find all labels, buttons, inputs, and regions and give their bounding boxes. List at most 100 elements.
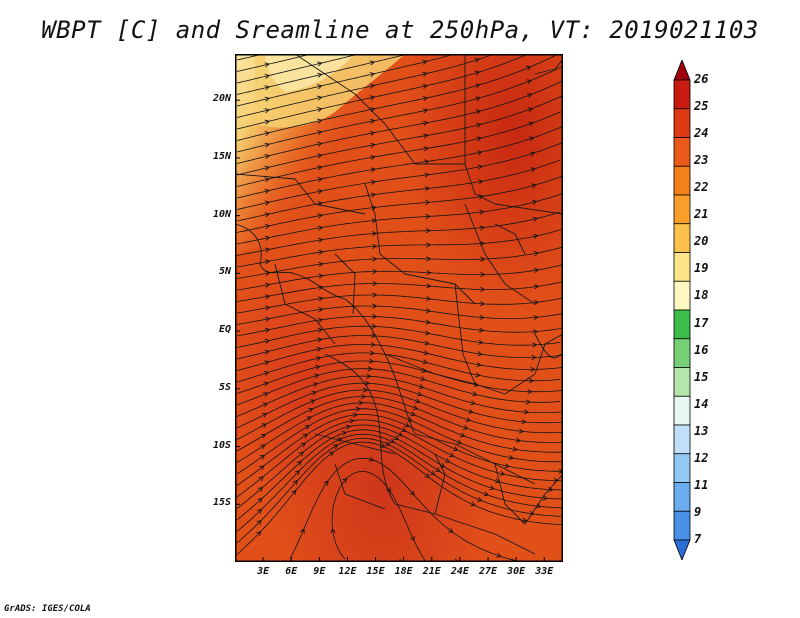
- streamline-arrow: [360, 393, 367, 400]
- streamline-arrow: [264, 165, 271, 171]
- streamline-arrow: [318, 249, 324, 255]
- streamline-arrow: [470, 501, 476, 507]
- streamline-arrow: [422, 108, 429, 114]
- streamline-arrow: [265, 259, 271, 265]
- streamline-arrow: [425, 199, 431, 206]
- streamline: [236, 419, 561, 498]
- lon-tick-label: 18E: [394, 566, 413, 577]
- streamline-arrow: [328, 451, 335, 457]
- streamline-arrow: [536, 503, 542, 509]
- streamline-arrow: [317, 84, 323, 90]
- streamline-arrow: [529, 151, 536, 157]
- colorbar-level-label: 12: [694, 450, 709, 465]
- streamline: [236, 360, 562, 394]
- streamline-arrow: [479, 225, 485, 231]
- streamline-arrow: [264, 96, 271, 102]
- streamline-arrow: [533, 251, 540, 257]
- streamline-arrow: [330, 528, 336, 534]
- streamline-arrow: [425, 319, 431, 325]
- lat-tick-label: EQ: [218, 324, 231, 336]
- streamline: [236, 382, 562, 429]
- streamline-arrow: [264, 223, 271, 230]
- streamline-arrow: [426, 269, 432, 276]
- streamline-arrow: [512, 446, 518, 452]
- streamline: [236, 281, 562, 302]
- streamline: [236, 229, 562, 268]
- streamline: [236, 126, 562, 199]
- streamline-arrow: [423, 350, 430, 356]
- streamline-arrow: [265, 282, 271, 288]
- streamline-arrow: [422, 359, 429, 365]
- streamline-arrow: [424, 172, 430, 178]
- streamline-arrow: [478, 327, 485, 333]
- streamline: [236, 111, 561, 187]
- lat-tick-label: 10S: [212, 439, 231, 451]
- streamline-arrow: [317, 107, 323, 113]
- colorbar-level-label: 17: [694, 315, 709, 330]
- streamline-arrow: [304, 425, 311, 430]
- colorbar-swatch: [673, 137, 691, 167]
- streamline-arrow: [311, 390, 317, 396]
- streamline-arrow: [366, 373, 372, 379]
- map-border: [235, 54, 563, 562]
- colorbar-level-label: 9: [694, 504, 702, 519]
- streamline-arrow: [397, 431, 404, 437]
- streamline-arrow: [372, 292, 378, 298]
- streamline-arrow: [317, 95, 323, 101]
- streamline-arrow: [260, 433, 267, 439]
- streamline-arrow: [257, 486, 264, 492]
- streamline: [236, 368, 561, 406]
- streamline-arrow: [478, 339, 484, 345]
- streamline-arrow: [372, 313, 378, 320]
- streamline-arrow: [470, 400, 476, 406]
- colorbar-level-label: 7: [694, 532, 702, 546]
- streamline-arrow: [264, 154, 271, 160]
- colorbar-swatch: [673, 482, 691, 512]
- lon-tick-label: 33E: [535, 566, 554, 577]
- streamline-arrow: [317, 61, 323, 67]
- streamline-arrow: [479, 240, 486, 247]
- streamline-arrow: [533, 299, 540, 306]
- colorbar-swatch: [673, 309, 691, 340]
- streamline-arrow: [422, 83, 429, 89]
- streamline-arrow: [358, 400, 364, 406]
- streamline: [236, 352, 561, 383]
- streamline-arrow: [362, 387, 369, 393]
- streamline: [236, 437, 561, 544]
- streamline: [236, 335, 563, 360]
- streamline-arrow: [527, 389, 533, 395]
- streamline-arrow: [369, 60, 376, 66]
- streamline-arrow: [483, 491, 489, 497]
- streamline-arrow: [265, 294, 271, 300]
- streamline-arrow: [257, 497, 263, 503]
- streamline-arrow: [425, 228, 432, 234]
- streamline-arrow: [317, 153, 323, 159]
- colorbar-swatch: [673, 252, 691, 282]
- streamline-arrow: [264, 177, 271, 183]
- streamline-arrow: [369, 72, 376, 78]
- streamline-arrow: [474, 70, 481, 76]
- streamline-arrow: [444, 458, 451, 463]
- streamline-arrow: [448, 528, 454, 533]
- streamline-arrow: [528, 121, 534, 127]
- streamline-arrow: [529, 136, 535, 142]
- streamline-arrow: [542, 495, 548, 501]
- streamline-arrow: [318, 261, 324, 267]
- colorbar-swatch: [673, 338, 691, 368]
- streamline-arrow: [370, 342, 376, 348]
- colorbar-swatch: [673, 223, 691, 253]
- streamline-arrow: [369, 107, 376, 113]
- streamline-arrow: [264, 247, 271, 253]
- streamline-arrow: [315, 355, 322, 362]
- lon-tick-label: 27E: [478, 566, 498, 577]
- streamline-arrow: [527, 107, 534, 113]
- streamline-arrow: [355, 406, 361, 412]
- streamline-arrow: [264, 131, 271, 137]
- lon-tick-label: 12E: [338, 566, 357, 577]
- streamline-arrow: [296, 460, 302, 466]
- lat-tick-label: 5N: [218, 266, 231, 278]
- streamline-arrow: [475, 83, 481, 89]
- colorbar-level-label: 24: [694, 126, 709, 141]
- streamline-arrow: [372, 303, 378, 309]
- streamline-arrow: [423, 133, 429, 139]
